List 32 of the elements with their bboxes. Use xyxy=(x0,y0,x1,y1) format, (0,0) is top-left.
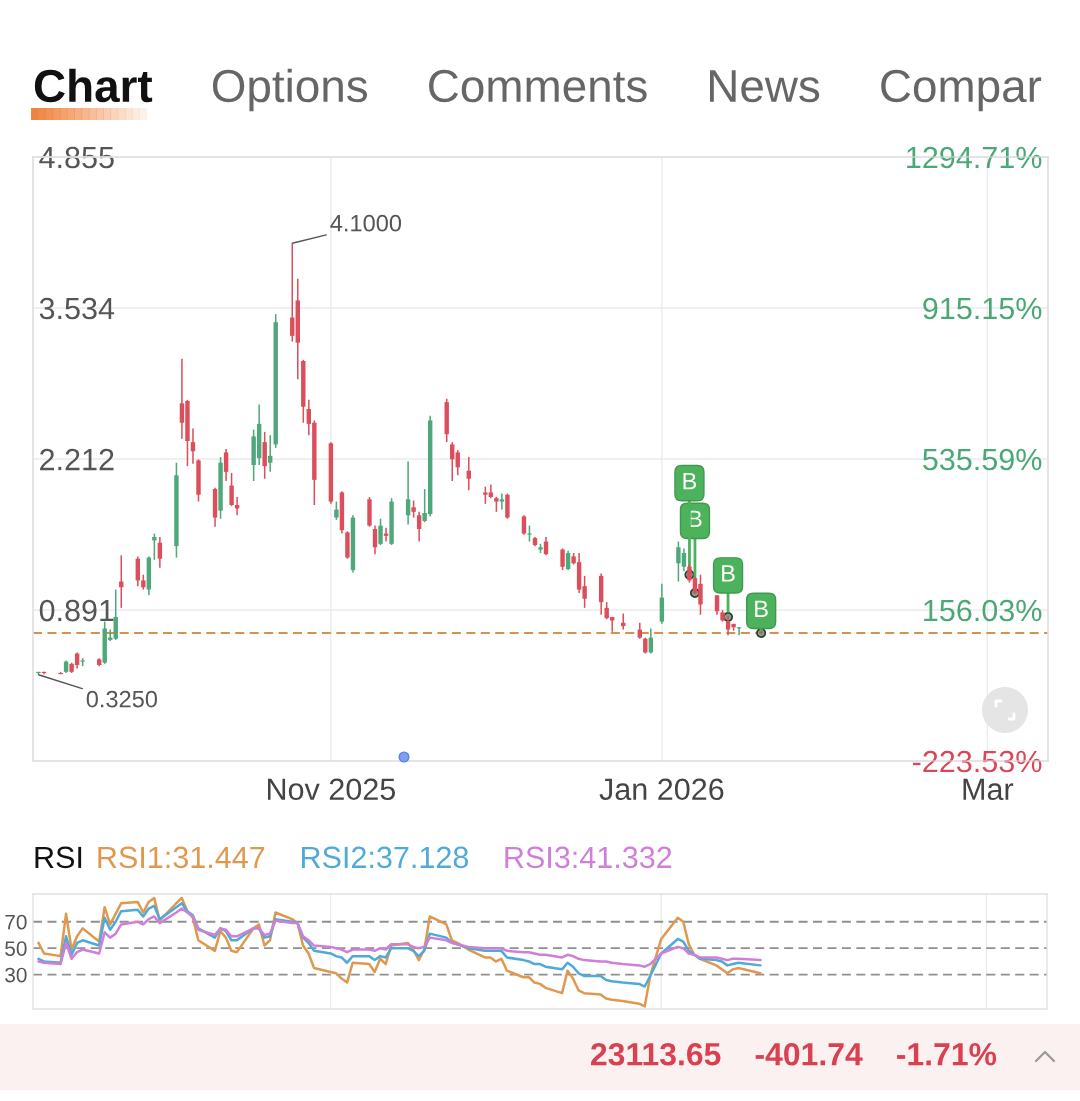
y-tick-label: 2.212 xyxy=(40,448,114,471)
y-tick-label: 3.534 xyxy=(39,297,115,320)
text: -1.71% xyxy=(897,1043,997,1066)
annotation: 4.1000 xyxy=(330,214,402,232)
y2-tick-label: 535.59% xyxy=(923,448,1042,471)
x-tick-label: Mar xyxy=(963,778,1014,801)
text: 23113.65 xyxy=(591,1042,721,1066)
y-tick-label: 30 xyxy=(5,967,27,983)
annotation: B xyxy=(755,600,768,617)
y-tick-label: 4.855 xyxy=(39,146,114,169)
text: Chart xyxy=(34,68,153,103)
annotation: 0.3250 xyxy=(86,690,158,708)
y-tick-label: 70 xyxy=(5,914,27,930)
y2-tick-label: 915.15% xyxy=(923,297,1042,320)
text: Comments xyxy=(429,69,647,103)
text: RSI3:41.332 xyxy=(505,846,672,869)
y-tick-label: 0.891 xyxy=(39,599,114,622)
series-label: RSI2:37.128 xyxy=(302,846,469,869)
chart-title: RSI xyxy=(35,846,82,869)
text: News xyxy=(710,70,820,103)
y2-tick-label: -223.53% xyxy=(913,750,1042,773)
text: Options xyxy=(212,68,368,112)
text: Compar xyxy=(881,69,1042,112)
y2-tick-label: 1294.71% xyxy=(907,146,1042,169)
text: -401.74 xyxy=(755,1042,863,1066)
x-tick-label: Jan 2026 xyxy=(599,778,724,801)
annotation: B xyxy=(683,473,697,490)
y-tick-label: 50 xyxy=(5,941,27,956)
annotation: B xyxy=(722,565,735,582)
series-label: RSI1:31.447 xyxy=(98,846,265,869)
y2-tick-label: 156.03% xyxy=(924,599,1042,622)
x-tick-label: Nov 2025 xyxy=(267,778,395,801)
